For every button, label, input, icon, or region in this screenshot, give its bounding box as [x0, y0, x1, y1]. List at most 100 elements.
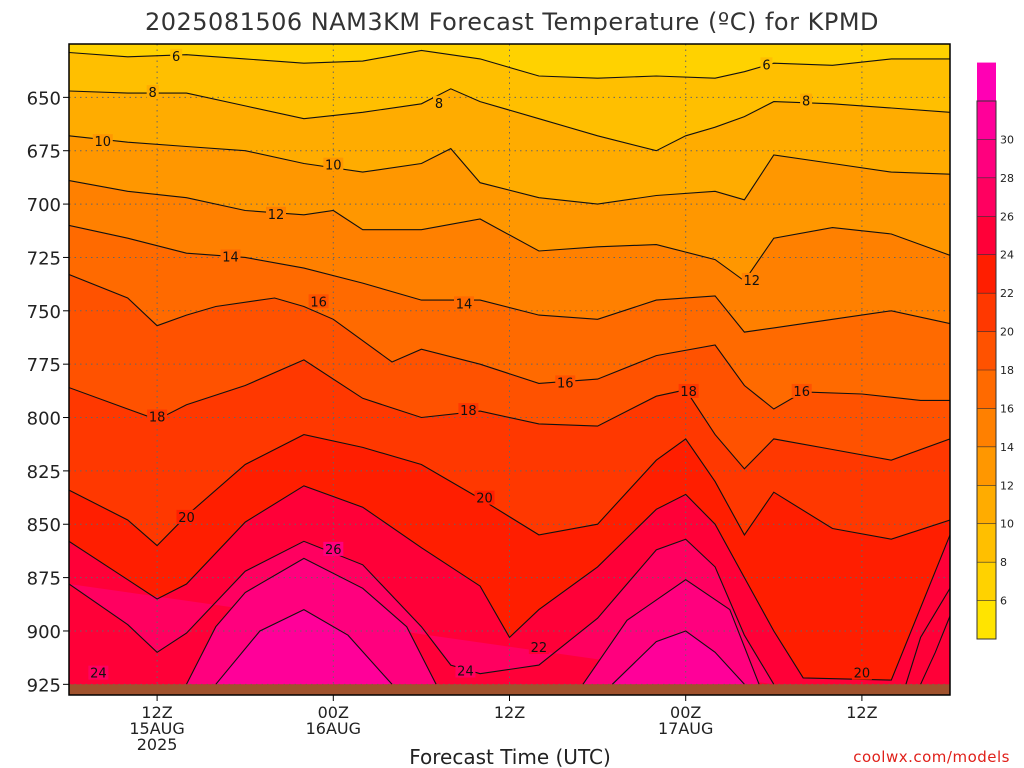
- colorbar-tick-label: 16: [1000, 402, 1014, 415]
- colorbar-tick-label: 6: [1000, 595, 1007, 608]
- colorbar-swatch: [977, 62, 996, 102]
- isotherm-28: [215, 608, 393, 685]
- colorbar-swatch: [977, 331, 996, 371]
- contour-label-bg: [147, 409, 168, 424]
- colorbar-swatch: [977, 293, 996, 333]
- contour-label: 14: [222, 250, 239, 265]
- contour-label-bg: [851, 665, 872, 680]
- contour-label: 12: [268, 208, 285, 223]
- contour-label-bg: [323, 541, 344, 556]
- x-tick-label: 00Z: [670, 703, 701, 722]
- contour-label-bg: [800, 93, 813, 108]
- y-tick-label: 800: [27, 409, 61, 430]
- isotherm-22: [905, 588, 950, 685]
- band-fill: [69, 539, 774, 685]
- colorbar-tick-label: 30: [1000, 133, 1014, 146]
- isotherm-lines: [69, 49, 950, 685]
- contour-label-bg: [453, 296, 474, 311]
- colorbar-swatch: [977, 446, 996, 486]
- contour-label: 6: [172, 50, 180, 65]
- isotherm-10: [69, 135, 950, 205]
- contour-label: 12: [744, 274, 761, 289]
- isotherm-24: [920, 615, 950, 685]
- contour-label-bg: [555, 375, 576, 390]
- colorbar-swatch: [977, 562, 996, 602]
- contour-label-bg: [176, 509, 197, 524]
- contour-label: 18: [460, 404, 477, 419]
- contour-label-bg: [458, 403, 479, 418]
- colorbar-tick-label: 8: [1000, 556, 1007, 569]
- contour-label: 20: [476, 492, 493, 507]
- colorbar-swatch: [977, 216, 996, 256]
- chart-title: 2025081506 NAM3KM Forecast Temperature (…: [145, 8, 879, 36]
- contour-label-bg: [266, 206, 287, 221]
- contour-label-bg: [791, 383, 812, 398]
- x-tick-label: 2025: [137, 735, 178, 754]
- colorbar-tick-label: 22: [1000, 287, 1014, 300]
- band-fill: [215, 609, 392, 685]
- y-tick-label: 900: [27, 622, 61, 643]
- contour-label: 8: [149, 86, 157, 101]
- y-tick-label: 650: [27, 88, 61, 109]
- x-tick-label: 00Z: [318, 703, 349, 722]
- contour-label: 22: [531, 641, 548, 656]
- colorbar-tick-label: 20: [1000, 326, 1014, 339]
- x-tick-label: 17AUG: [658, 719, 713, 738]
- colorbar-swatch: [977, 139, 996, 179]
- x-axis-label: Forecast Time (UTC): [409, 745, 611, 768]
- isotherm-6: [69, 49, 950, 79]
- contour-label: 20: [178, 511, 195, 526]
- contour-label-bg: [433, 95, 446, 110]
- site-credit: coolwx.com/models: [853, 748, 1010, 766]
- colorbar-tick-label: 26: [1000, 210, 1014, 223]
- contour-label: 10: [325, 159, 342, 174]
- colorbar-swatch: [977, 370, 996, 409]
- contour-label-bg: [323, 157, 344, 172]
- isotherm-12: [69, 180, 950, 282]
- contour-label-bg: [678, 383, 699, 398]
- contour-label: 6: [762, 58, 770, 73]
- band-fill: [905, 588, 950, 685]
- plot-area: 6 6 8 8 8 10 10 12 12 14 14 16 16 16 18 18 18 20 20 20 22 24 2…: [69, 44, 950, 695]
- colorbar-swatch: [977, 408, 996, 448]
- contour-label-bg: [741, 272, 762, 287]
- y-tick-label: 700: [27, 195, 61, 216]
- contour-label: 14: [456, 297, 473, 312]
- y-tick-label: 825: [27, 462, 61, 483]
- ground-fill: [69, 684, 950, 695]
- x-tick-label: 12Z: [494, 703, 525, 722]
- contour-label: 8: [435, 97, 443, 112]
- isotherm-26: [186, 557, 437, 685]
- contour-label: 18: [149, 411, 166, 426]
- y-tick-label: 925: [27, 675, 61, 696]
- isotherm-22: [69, 485, 950, 681]
- colorbar-tick-label: 24: [1000, 249, 1014, 262]
- y-tick-label: 725: [27, 248, 61, 269]
- y-tick-label: 775: [27, 355, 61, 376]
- contour-label: 8: [802, 95, 810, 110]
- isotherm-18: [69, 359, 950, 470]
- colorbar-swatch: [977, 485, 996, 525]
- colorbar-swatch: [977, 177, 996, 217]
- x-tick-label: 12Z: [846, 703, 877, 722]
- contour-label: 10: [94, 135, 111, 150]
- colorbar: 6 8 10 12 14 16 18 20 22 24 26 28 30: [976, 62, 1014, 640]
- contour-label: 24: [457, 665, 474, 680]
- ground-surface: [69, 684, 950, 695]
- x-tick-label: 16AUG: [306, 719, 361, 738]
- x-tick-label: 12Z: [141, 703, 172, 722]
- contour-labels: 6 6 8 8 8 10 10 12 12 14 14 16 16 16 18 18 18 20 20 20 22 24 2…: [88, 48, 872, 682]
- contour-label-bg: [528, 640, 549, 655]
- contour-label-bg: [308, 294, 329, 309]
- colorbar-tick-label: 18: [1000, 364, 1014, 377]
- colorbar-swatch: [977, 101, 996, 140]
- colorbar-swatch: [977, 523, 996, 563]
- contour-label: 26: [325, 543, 342, 558]
- colorbar-tick-label: 28: [1000, 172, 1014, 185]
- contour-label: 16: [310, 295, 327, 310]
- contour-label-bg: [170, 48, 183, 63]
- isotherm-28: [611, 630, 745, 685]
- isotherm-26: [582, 579, 760, 685]
